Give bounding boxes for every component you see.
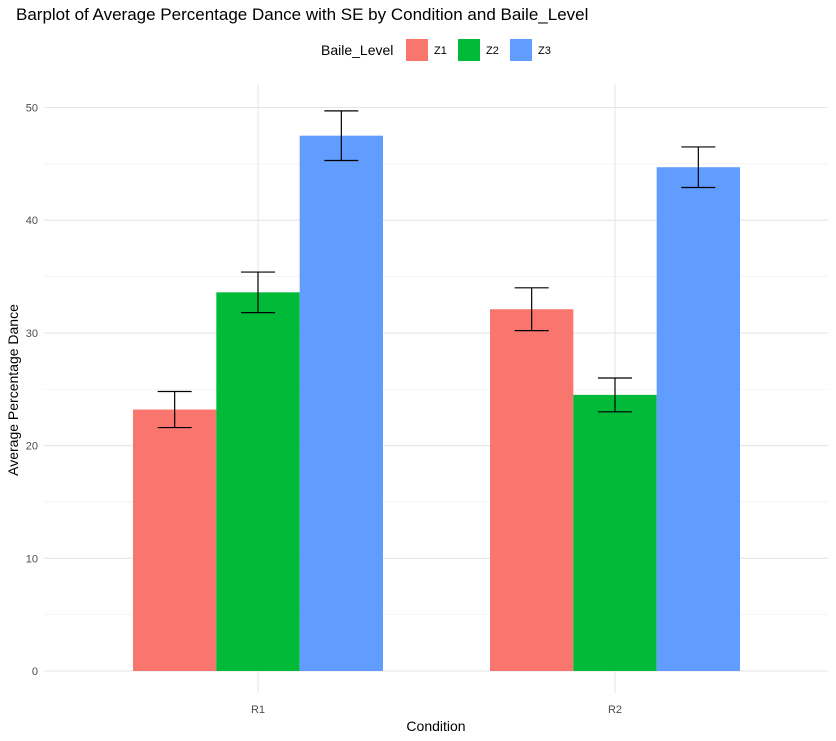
x-tick-label: R1 <box>251 704 265 716</box>
legend-title: Baile_Level <box>321 42 393 58</box>
bar-z3-r1 <box>299 135 383 672</box>
bar-z2-r2 <box>573 394 657 671</box>
bar-z3-r2 <box>656 167 740 671</box>
x-tick-label: R2 <box>608 704 622 716</box>
legend-label-z2: Z2 <box>486 45 499 57</box>
x-axis-title: Condition <box>406 718 465 734</box>
y-axis-tick-labels: 0 10 20 30 40 50 <box>26 103 38 679</box>
legend-label-z1: Z1 <box>434 45 447 57</box>
chart-title: Barplot of Average Percentage Dance with… <box>16 5 588 24</box>
error-bars <box>157 110 716 429</box>
legend-key-z2 <box>458 39 480 61</box>
y-tick-label: 10 <box>26 553 38 565</box>
y-tick-label: 30 <box>26 328 38 340</box>
legend-items: Z1 Z2 Z3 <box>406 39 551 61</box>
x-axis-tick-labels: R1 R2 <box>251 704 622 716</box>
legend-key-z1 <box>406 39 428 61</box>
y-tick-label: 50 <box>26 103 38 115</box>
legend: Baile_Level Z1 Z2 Z3 <box>321 39 551 61</box>
y-axis-title: Average Percentage Dance <box>5 304 21 476</box>
bar-z2-r1 <box>216 292 300 671</box>
y-tick-label: 0 <box>32 666 38 678</box>
bar-z1-r2 <box>490 309 574 671</box>
bars <box>133 135 740 672</box>
legend-key-z3 <box>510 39 532 61</box>
y-tick-label: 20 <box>26 441 38 453</box>
bar-z1-r1 <box>133 409 217 671</box>
y-tick-label: 40 <box>26 215 38 227</box>
legend-label-z3: Z3 <box>538 45 551 57</box>
